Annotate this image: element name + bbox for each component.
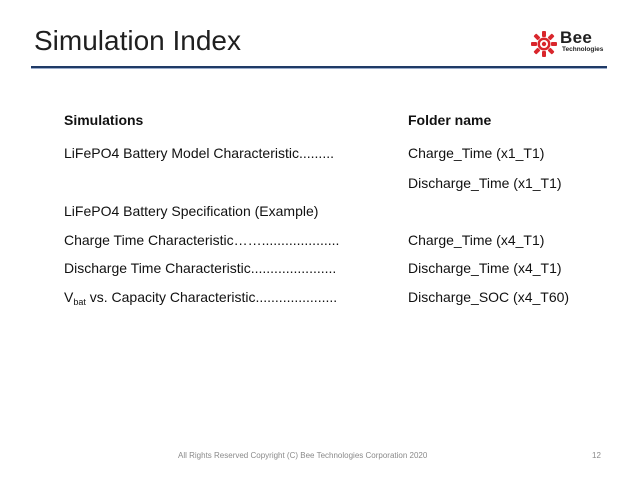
folder-name: Discharge_Time (x4_T1) [408,260,562,276]
simulation-name-prefix: V [64,289,74,305]
table-row: Charge Time Characteristic……............… [0,230,638,250]
bee-logo-icon [531,31,557,57]
table-row: Vbat vs. Capacity Characteristic........… [0,287,638,307]
folder-name: Charge_Time (x4_T1) [408,232,545,248]
folder-name: Discharge_Time (x1_T1) [408,175,562,191]
table-header-row: Simulations Folder name [0,110,638,130]
simulation-name-subscript: bat [73,297,86,307]
header-folder-name: Folder name [408,112,492,128]
simulation-name: Discharge Time Characteristic...........… [64,260,337,276]
title-underline-accent [31,68,607,69]
simulation-name: LiFePO4 Battery Specification (Example) [64,203,319,219]
table-row: LiFePO4 Battery Specification (Example) [0,201,638,221]
header-simulations: Simulations [64,112,144,128]
logo-subtitle: Technologies [562,46,604,53]
table-row: LiFePO4 Battery Model Characteristic....… [0,143,638,163]
title-underline [31,66,607,68]
logo-name: Bee [560,28,593,47]
simulation-name-suffix: vs. Capacity Characteristic.............… [85,289,338,305]
simulation-name: Vbat vs. Capacity Characteristic........… [64,287,337,312]
footer-copyright: All Rights Reserved Copyright (C) Bee Te… [178,451,428,460]
table-row: Discharge_Time (x1_T1) [0,173,638,193]
folder-name: Charge_Time (x1_T1) [408,145,545,161]
simulation-name: LiFePO4 Battery Model Characteristic....… [64,145,334,161]
simulation-name: Charge Time Characteristic……............… [64,232,340,248]
page-number: 12 [592,451,601,460]
folder-name: Discharge_SOC (x4_T60) [408,289,570,305]
table-row: Discharge Time Characteristic...........… [0,258,638,278]
slide-title: Simulation Index [34,25,242,56]
company-logo: Bee Technologies [530,28,610,60]
